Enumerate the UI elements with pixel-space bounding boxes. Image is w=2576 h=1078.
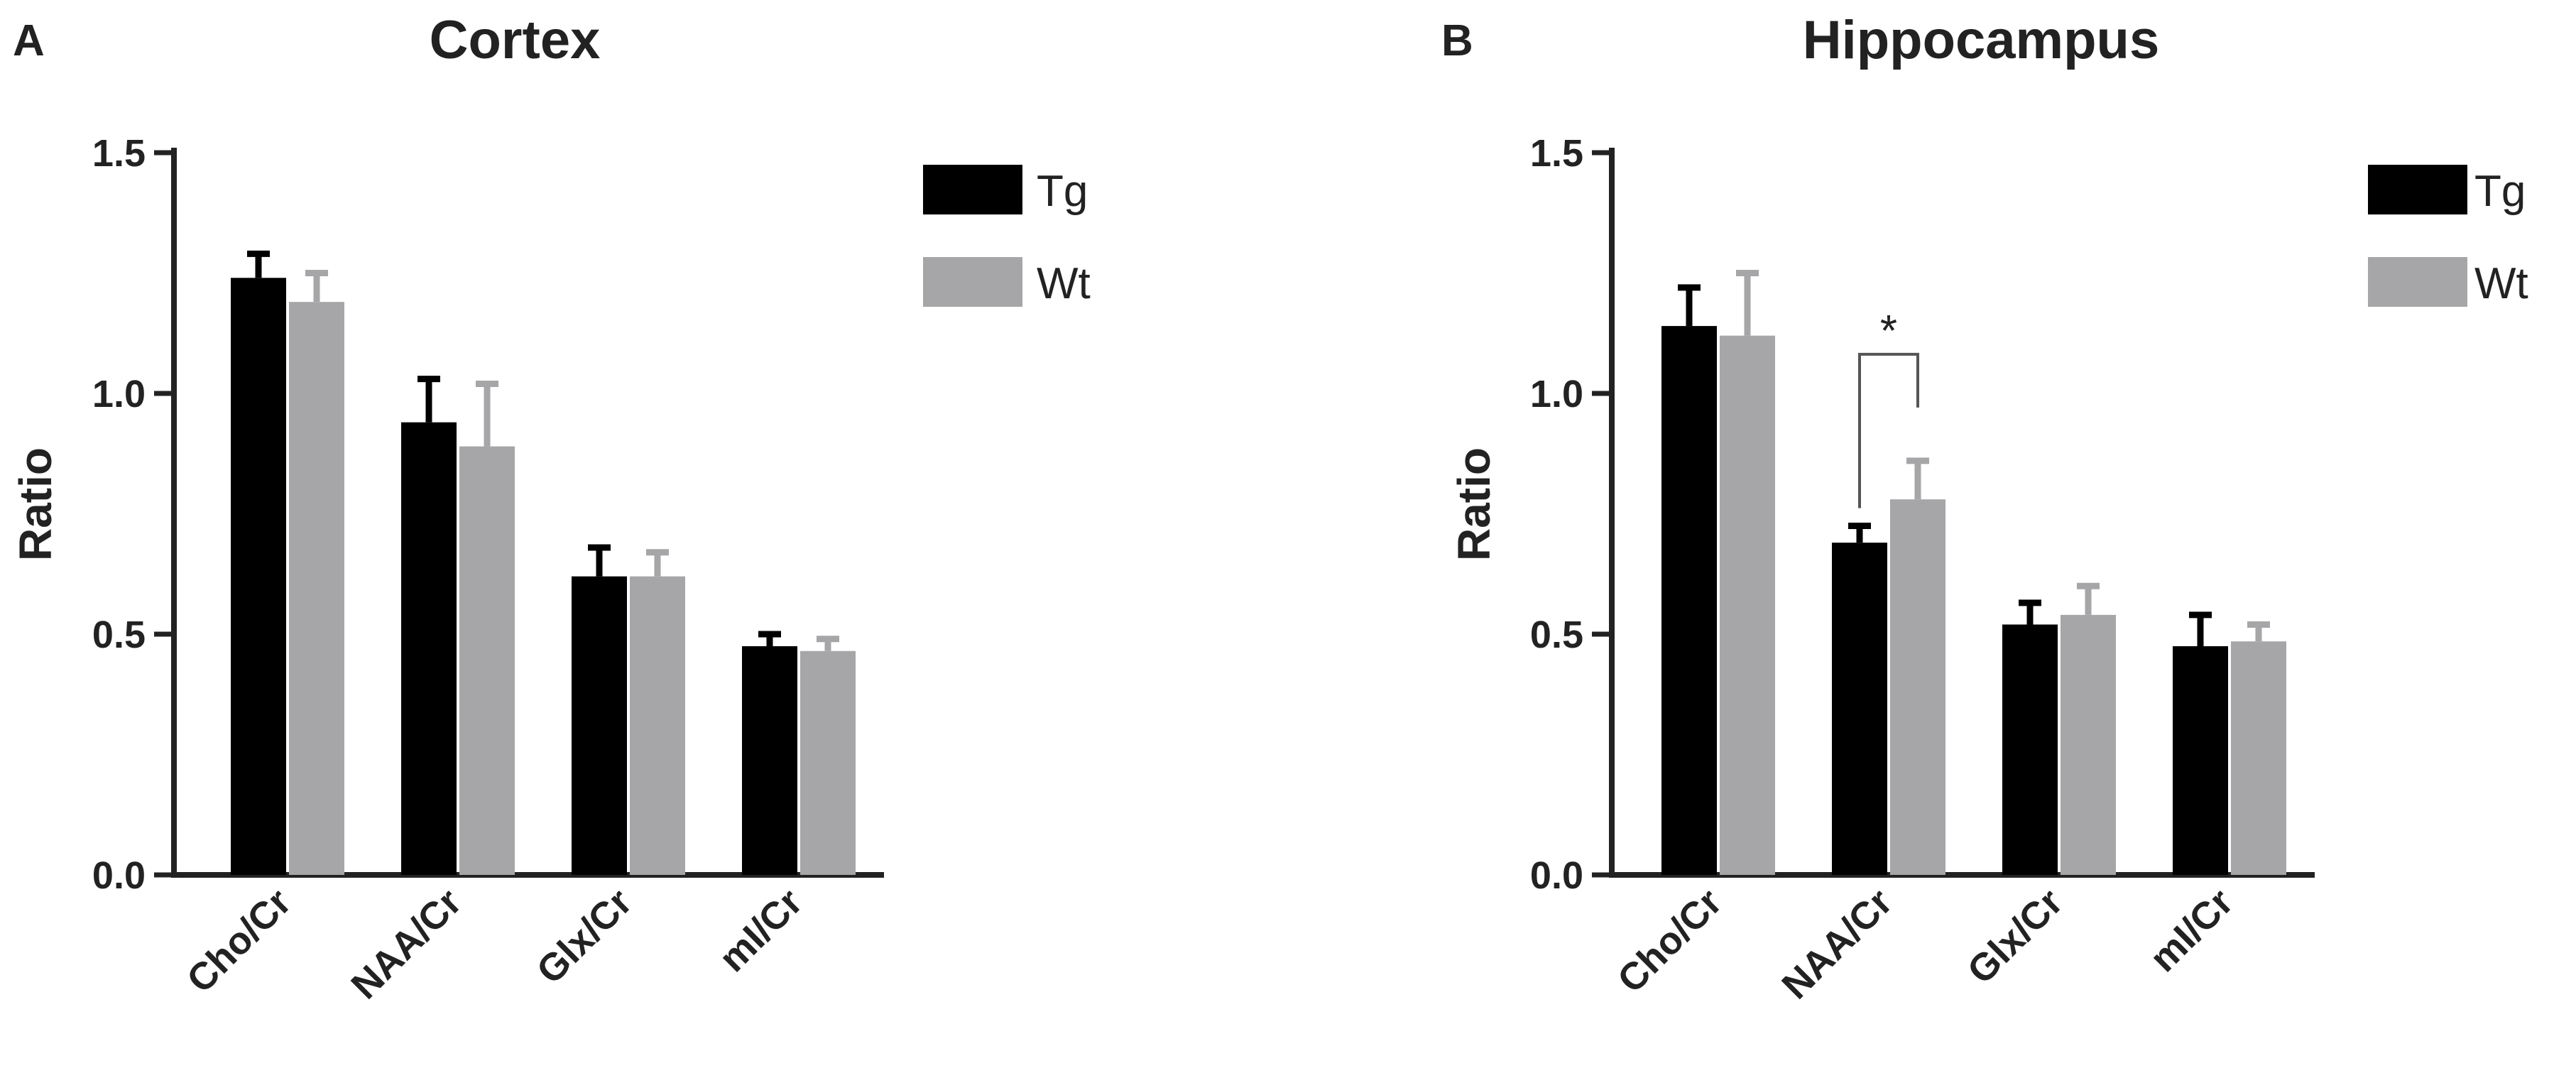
bar — [1720, 335, 1775, 875]
y-tick-label: 1.5 — [92, 132, 146, 175]
y-tick-label: 0.0 — [1530, 854, 1583, 897]
category-label: NAA/Cr — [1774, 881, 1900, 1007]
bar — [2002, 624, 2058, 875]
legend-swatch — [923, 257, 1022, 307]
bar — [231, 278, 286, 875]
y-tick-label: 0.0 — [92, 854, 146, 897]
legend-label: Wt — [1037, 259, 1091, 308]
bar — [2061, 614, 2116, 875]
legend-swatch — [2368, 165, 2467, 214]
significance-marker: * — [1880, 307, 1897, 356]
bar — [2173, 646, 2228, 875]
bar — [1832, 543, 1887, 875]
category-label: mI/Cr — [711, 881, 810, 980]
bar — [289, 302, 344, 875]
bar — [1661, 326, 1717, 876]
legend-label: Wt — [2474, 259, 2528, 308]
bar — [742, 646, 797, 875]
legend-swatch — [2368, 257, 2467, 307]
chart-title-hippocampus: Hippocampus — [1803, 10, 2160, 70]
category-label: Cho/Cr — [1610, 881, 1730, 1001]
y-axis-label-cortex: Ratio — [10, 447, 61, 561]
chart-title-cortex: Cortex — [430, 10, 601, 70]
legend-label: Tg — [2474, 167, 2526, 216]
bar — [401, 422, 457, 875]
bar — [630, 576, 685, 875]
panel-cortex: A Cortex Ratio 0.0 0.5 1.0 1.5 Cho/Cr NAA/Cr G… — [10, 10, 1091, 1007]
bar — [800, 650, 856, 875]
category-label: mI/Cr — [2141, 881, 2241, 980]
legend-label: Tg — [1037, 167, 1088, 216]
bar — [572, 576, 627, 875]
y-tick-label: 1.0 — [1530, 373, 1583, 415]
bar — [1890, 499, 1945, 875]
category-label: Glx/Cr — [1959, 881, 2070, 992]
y-tick-label: 1.5 — [1530, 132, 1583, 175]
bar — [459, 446, 515, 875]
panel-hippocampus: B Hippocampus Ratio 0.0 0.5 1.0 1.5 Cho/Cr NA… — [1441, 10, 2528, 1007]
legend-swatch — [923, 165, 1022, 214]
y-tick-label: 0.5 — [92, 614, 146, 656]
y-tick-label: 1.0 — [92, 373, 146, 415]
category-label: NAA/Cr — [343, 881, 469, 1007]
significance-bracket — [1858, 352, 1919, 508]
panel-letter-b: B — [1441, 16, 1473, 65]
category-label: Glx/Cr — [528, 881, 640, 992]
bar — [2231, 641, 2286, 875]
y-axis-label-hippocampus: Ratio — [1448, 447, 1500, 561]
panel-letter-a: A — [13, 16, 45, 65]
category-label: Cho/Cr — [179, 881, 300, 1001]
y-tick-label: 0.5 — [1530, 614, 1583, 656]
